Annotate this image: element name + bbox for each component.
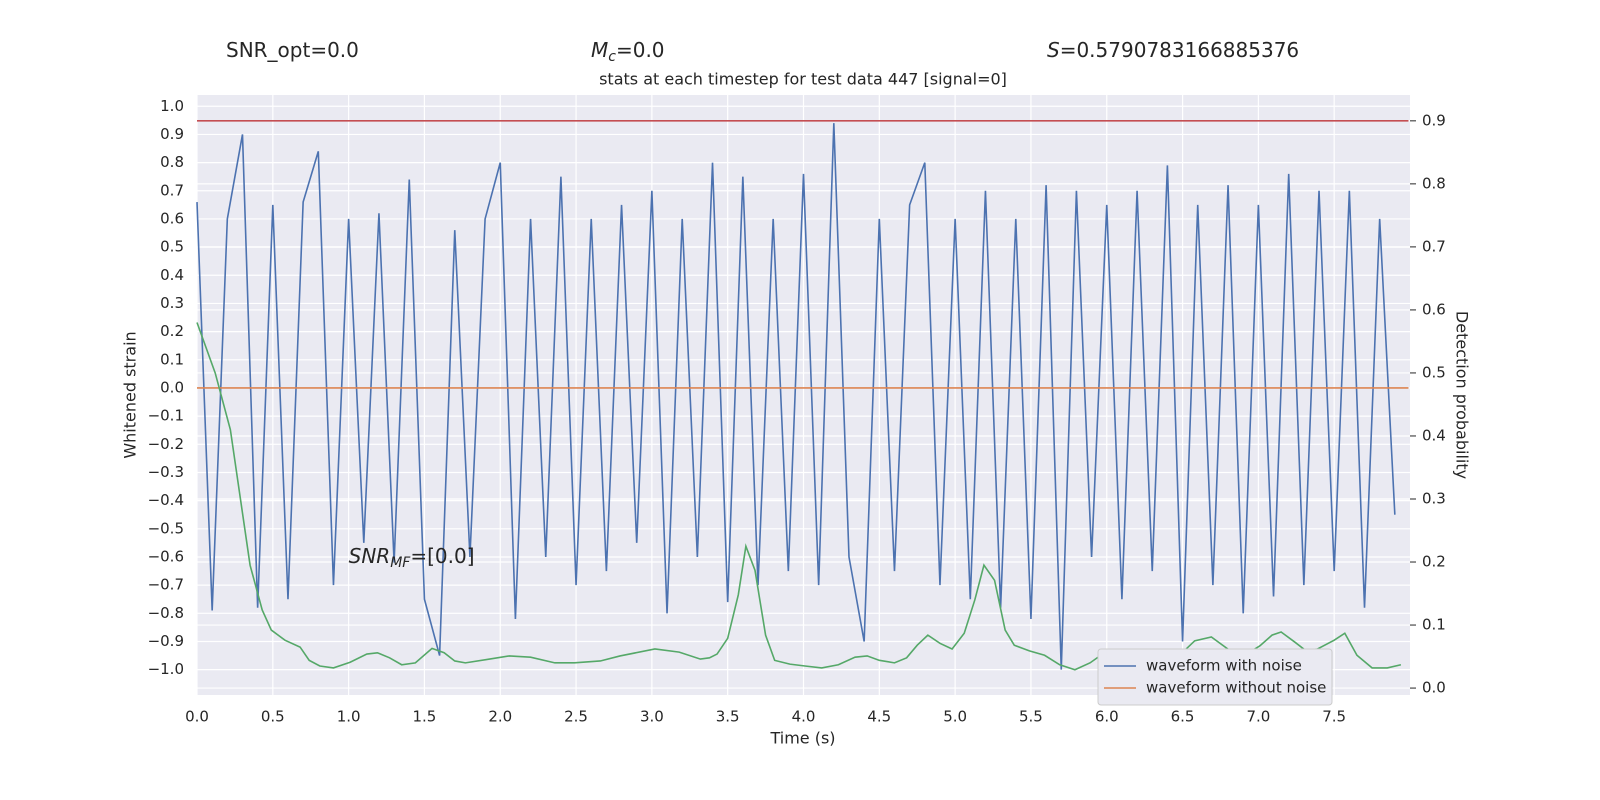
chart-title: stats at each timestep for test data 447…	[599, 70, 1007, 89]
y-axis-label: Whitened strain	[121, 331, 140, 458]
y2-tick-label: 0.2	[1422, 553, 1446, 571]
annotation-part: SNR_opt=0.0	[226, 38, 359, 62]
labels: 0.0 0.5 1.0 1.5 2.0 2.5 3.0 3.5 4.0 4.5 5.0 5.5 6.0 6…	[148, 38, 1446, 726]
x-tick-label: 2.5	[564, 708, 588, 726]
y-tick-label: 0.8	[160, 153, 184, 171]
x-tick-label: 5.5	[1019, 708, 1043, 726]
y-tick-label: −1.0	[148, 660, 184, 678]
x-axis-label: Time (s)	[769, 729, 835, 748]
y-tick-label: −0.5	[148, 519, 184, 537]
y-tick-label: 0.1	[160, 350, 184, 368]
x-tick-label: 6.5	[1171, 708, 1195, 726]
x-tick-label: 7.5	[1322, 708, 1346, 726]
y-tick-label: 0.9	[160, 125, 184, 143]
y-tick-label: 0.3	[160, 294, 184, 312]
x-tick-label: 4.5	[867, 708, 891, 726]
y2-axis-label: Detection probability	[1453, 311, 1472, 479]
y-tick-label: 1.0	[160, 97, 184, 115]
annotation-part: S	[1047, 38, 1060, 62]
annotation-part: =0.5790783166885376	[1060, 38, 1299, 62]
x-tick-label: 3.0	[640, 708, 664, 726]
annotation-part: =[0.0]	[410, 543, 474, 567]
x-tick-label: 7.0	[1246, 708, 1270, 726]
y-tick-label: −0.7	[148, 576, 184, 594]
x-tick-label: 0.0	[185, 708, 209, 726]
y-tick-label: 0.5	[160, 238, 184, 256]
y-tick-label: −0.9	[148, 632, 184, 650]
x-tick-label: 0.5	[261, 708, 285, 726]
y2-tick-label: 0.6	[1422, 300, 1446, 318]
annotation: SNRMF=[0.0]	[349, 543, 475, 571]
annotation: S=0.5790783166885376	[1047, 38, 1299, 62]
x-tick-label: 6.0	[1095, 708, 1119, 726]
y2-tick-label: 0.5	[1422, 363, 1446, 381]
y-tick-label: −0.8	[148, 604, 184, 622]
y2-tick-label: 0.1	[1422, 616, 1446, 634]
y-tick-label: −0.2	[148, 435, 184, 453]
annotation: Mc=0.0	[591, 38, 665, 66]
annotation-part: SNR	[349, 543, 391, 567]
annotation-part: MF	[390, 555, 411, 571]
legend-label: waveform with noise	[1146, 657, 1302, 675]
y-tick-label: −0.1	[148, 407, 184, 425]
y-tick-label: 0.4	[160, 266, 184, 284]
annotation-part: M	[591, 38, 608, 62]
y2-tick-label: 0.7	[1422, 237, 1446, 255]
y-tick-label: −0.3	[148, 463, 184, 481]
series-line	[196, 123, 1396, 670]
x-tick-label: 1.0	[337, 708, 361, 726]
x-tick-label: 3.5	[716, 708, 740, 726]
legend-label: waveform without noise	[1146, 679, 1326, 697]
y2-tick-label: 0.4	[1422, 426, 1446, 444]
y-tick-label: −0.4	[148, 491, 184, 509]
y-tick-label: 0.6	[160, 209, 184, 227]
series-line	[196, 322, 1402, 671]
x-tick-label: 4.0	[792, 708, 816, 726]
y-tick-label: −0.6	[148, 547, 184, 565]
marks	[196, 120, 1409, 671]
y-tick-label: 0.2	[160, 322, 184, 340]
x-tick-label: 2.0	[488, 708, 512, 726]
y2-tick-label: 0.0	[1422, 679, 1446, 697]
x-tick-label: 5.0	[943, 708, 967, 726]
legend-box	[1097, 648, 1333, 706]
y-tick-label: 0.7	[160, 181, 184, 199]
y2-tick-label: 0.9	[1422, 111, 1446, 129]
y2-tick-label: 0.8	[1422, 174, 1446, 192]
annotation: SNR_opt=0.0	[226, 38, 359, 62]
x-tick-label: 1.5	[413, 708, 437, 726]
annotation-part: c	[608, 49, 616, 65]
annotation-part: =0.0	[616, 38, 665, 62]
y2-tick-label: 0.3	[1422, 489, 1446, 507]
y-tick-label: 0.0	[160, 378, 184, 396]
